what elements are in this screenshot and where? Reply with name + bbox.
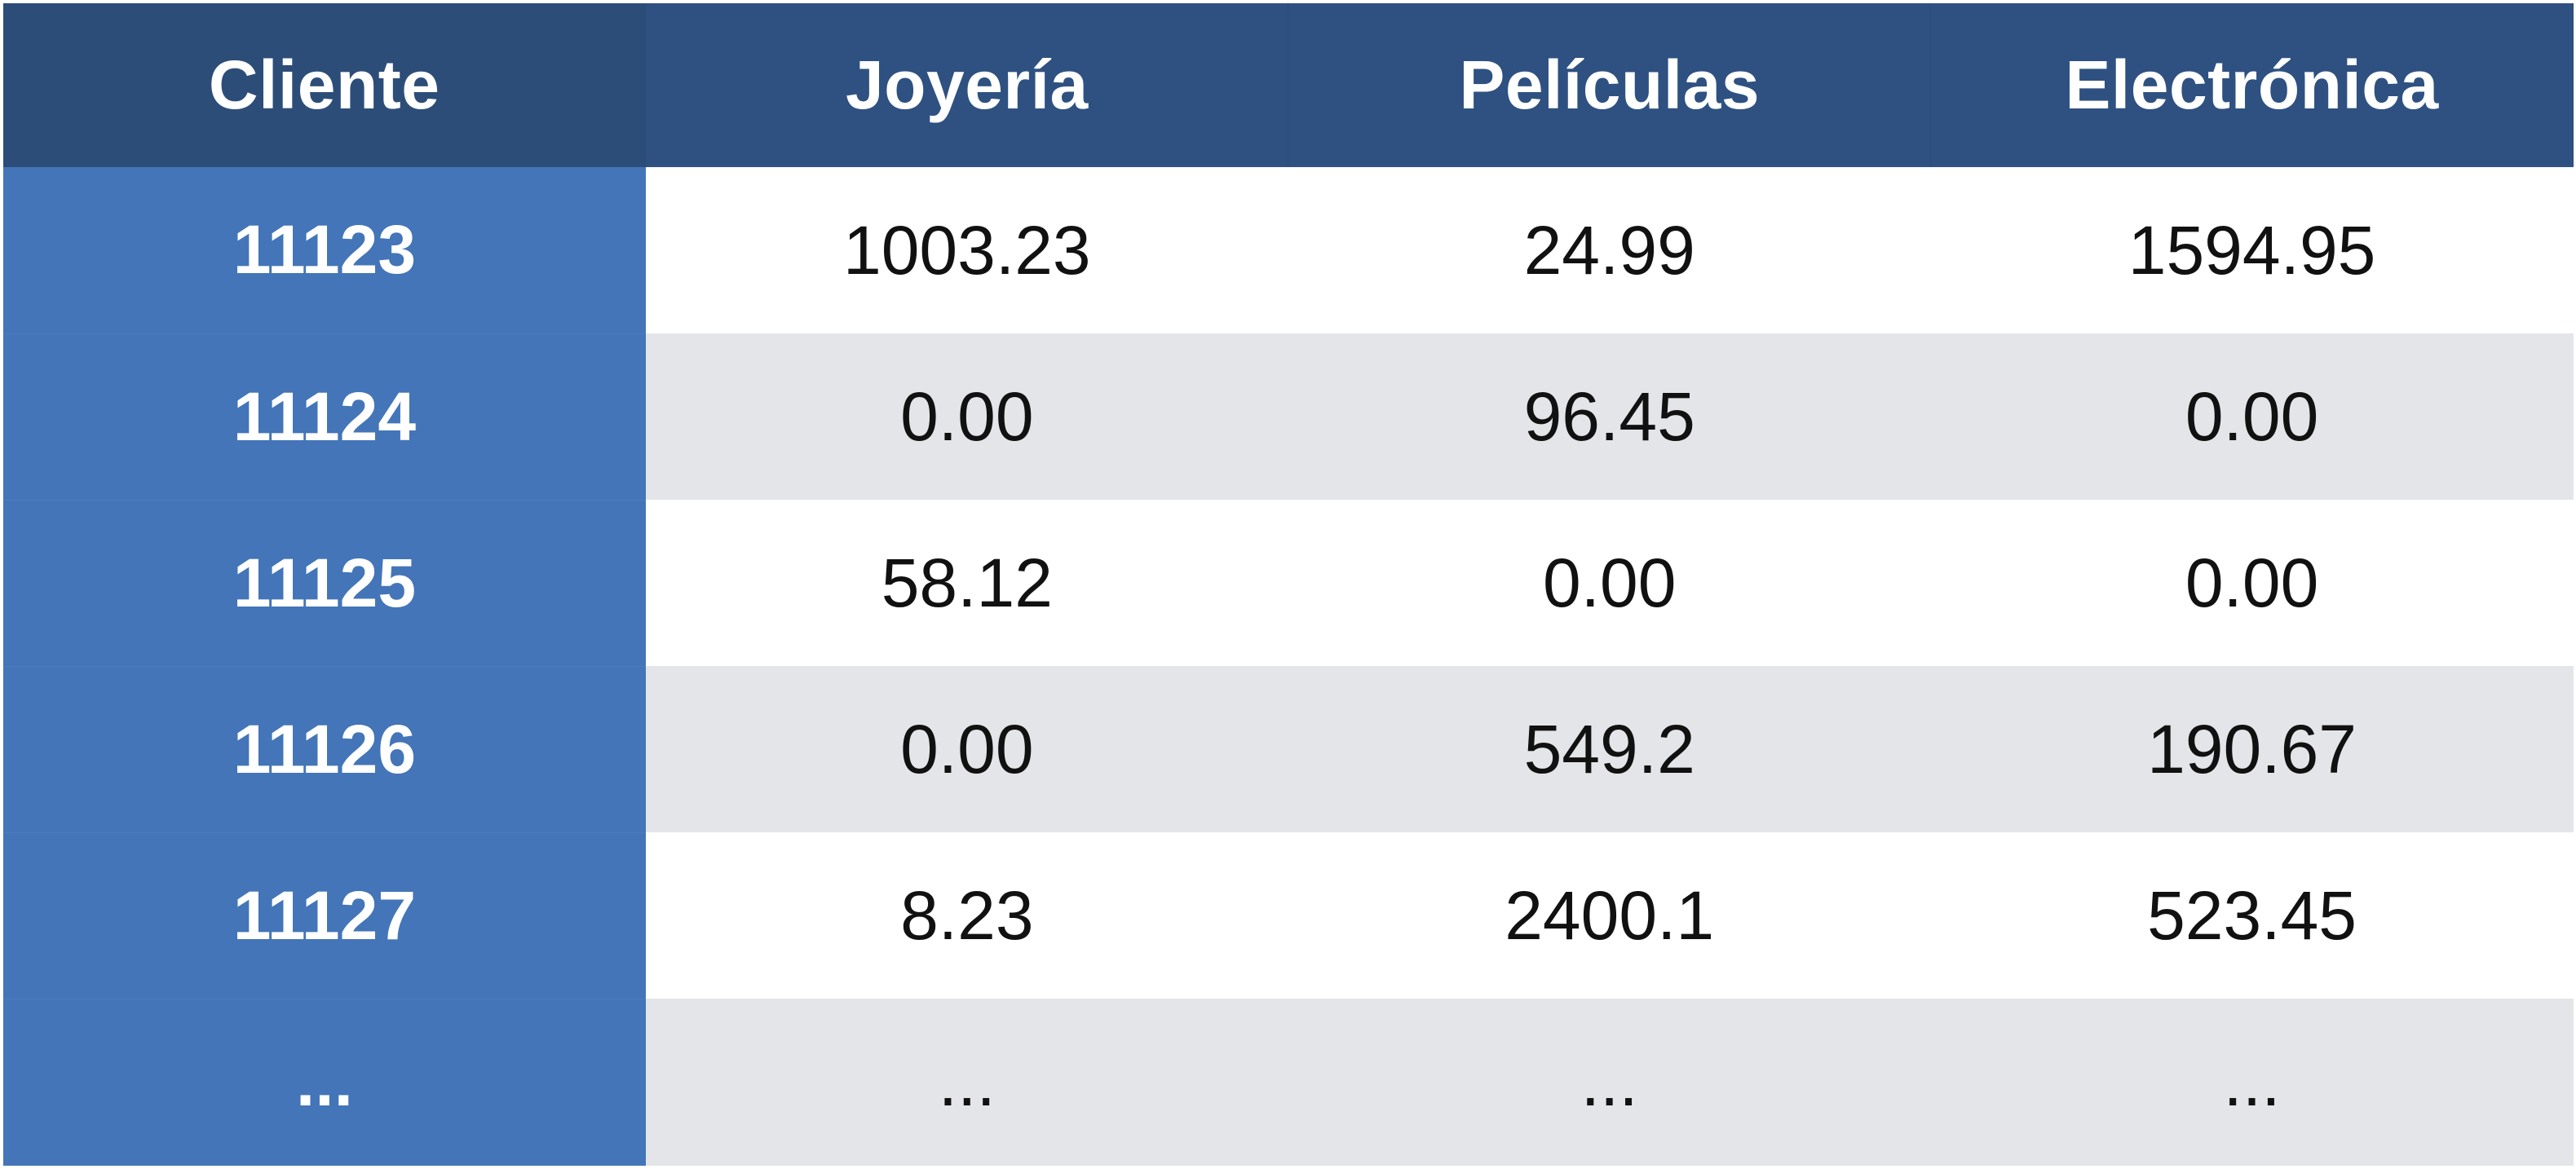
table-row-ellipsis: ... ... ... ... [3,999,2574,1167]
peliculas-value-cell: 549.2 [1288,666,1931,833]
electronica-value-cell: 1594.95 [1930,167,2574,334]
header-row: Cliente Joyería Películas Electrónica [3,3,2574,167]
client-id-cell: 11124 [3,333,646,501]
table-row: 11126 0.00 549.2 190.67 [3,666,2574,833]
client-id-cell: 11127 [3,832,646,999]
joyeria-value-cell: 8.23 [645,832,1288,999]
column-header-joyeria: Joyería [645,3,1289,167]
peliculas-ellipsis-cell: ... [1288,999,1931,1166]
electronica-value-cell: 0.00 [1930,500,2574,667]
joyeria-value-cell: 0.00 [645,666,1288,833]
table-header: Cliente Joyería Películas Electrónica [3,3,2574,167]
client-id-ellipsis-cell: ... [3,999,646,1167]
column-header-electronica: Electrónica [1930,3,2574,167]
table-row: 11124 0.00 96.45 0.00 [3,333,2574,501]
peliculas-value-cell: 24.99 [1288,167,1931,334]
data-table-container: Cliente Joyería Películas Electrónica 11… [3,3,2574,1167]
table-row: 11123 1003.23 24.99 1594.95 [3,167,2574,334]
electronica-ellipsis-cell: ... [1930,999,2574,1166]
client-id-cell: 11123 [3,167,646,334]
table-row: 11125 58.12 0.00 0.00 [3,500,2574,667]
joyeria-value-cell: 0.00 [645,333,1288,501]
joyeria-value-cell: 58.12 [645,500,1288,667]
column-header-peliculas: Películas [1288,3,1932,167]
table-body: 11123 1003.23 24.99 1594.95 11124 0.00 9… [3,167,2574,1167]
peliculas-value-cell: 96.45 [1288,333,1931,501]
client-id-cell: 11125 [3,500,646,667]
column-header-cliente: Cliente [3,3,647,167]
customer-purchases-table: Cliente Joyería Películas Electrónica 11… [3,3,2574,1167]
peliculas-value-cell: 0.00 [1288,500,1931,667]
table-row: 11127 8.23 2400.1 523.45 [3,832,2574,999]
joyeria-value-cell: 1003.23 [645,167,1288,334]
client-id-cell: 11126 [3,666,646,833]
electronica-value-cell: 523.45 [1930,832,2574,999]
joyeria-ellipsis-cell: ... [645,999,1288,1166]
electronica-value-cell: 190.67 [1930,666,2574,833]
peliculas-value-cell: 2400.1 [1288,832,1931,999]
electronica-value-cell: 0.00 [1930,333,2574,501]
